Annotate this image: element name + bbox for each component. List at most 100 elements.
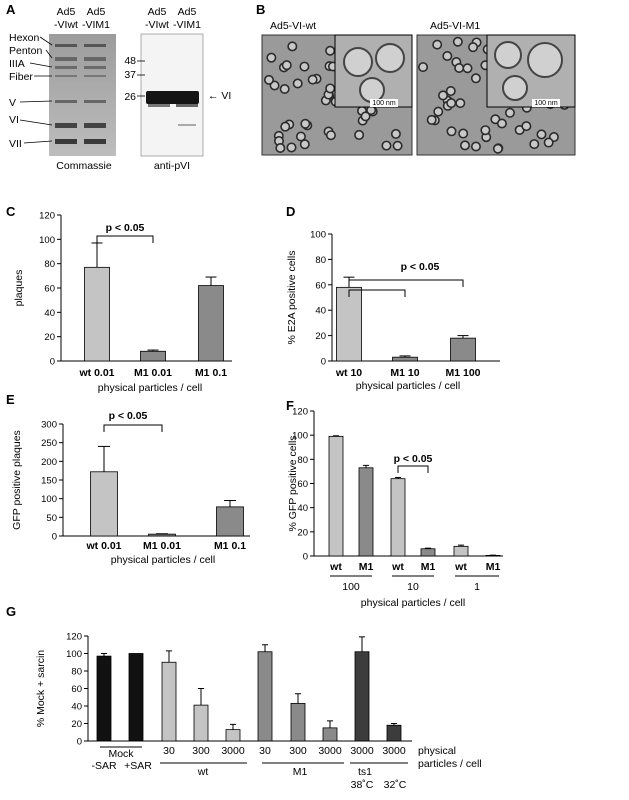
y-tick-label: 0 bbox=[77, 737, 82, 748]
virion-large bbox=[375, 43, 405, 73]
y-tick-label: 60 bbox=[315, 280, 326, 291]
bar bbox=[290, 702, 306, 742]
x-category-label: wt bbox=[391, 561, 404, 573]
group-label-mock: Mock bbox=[108, 748, 134, 760]
virion bbox=[496, 118, 507, 129]
bar bbox=[84, 266, 110, 362]
virion bbox=[360, 111, 371, 122]
x-category-label: M1 100 bbox=[445, 367, 480, 379]
x-category-label: M1 0.01 bbox=[143, 540, 181, 552]
gel-band bbox=[84, 66, 106, 69]
group-label: 100 bbox=[342, 581, 360, 593]
virion bbox=[299, 61, 310, 72]
gel-band bbox=[55, 139, 77, 144]
significance-bracket bbox=[103, 424, 163, 432]
blot-marker-ticks bbox=[137, 60, 145, 97]
gel-band-label-penton: Penton bbox=[9, 45, 42, 57]
virion bbox=[426, 114, 437, 125]
gel-band bbox=[55, 100, 77, 103]
bar bbox=[148, 533, 176, 537]
x-axis-label: physical particles / cell bbox=[111, 554, 215, 566]
x-category-label: 30 bbox=[259, 745, 271, 757]
virion-large bbox=[527, 42, 563, 78]
blot-marker-37: 37 bbox=[124, 69, 136, 81]
x-axis-label: physical particles / cell bbox=[361, 597, 465, 609]
gel-band bbox=[55, 44, 77, 47]
y-tick-label: 100 bbox=[39, 235, 55, 246]
y-tick-label: 20 bbox=[315, 331, 326, 342]
group-label-wt: wt bbox=[197, 766, 209, 778]
blot-marker-26: 26 bbox=[124, 91, 136, 103]
x-category-label: M1 10 bbox=[390, 367, 419, 379]
blot-band-vi bbox=[146, 91, 199, 104]
gel-band-label-hexon: Hexon bbox=[9, 32, 40, 44]
virion bbox=[521, 121, 532, 132]
gel-band bbox=[55, 75, 77, 77]
virion bbox=[307, 74, 318, 85]
bar bbox=[420, 548, 436, 557]
panel-letter: C bbox=[6, 204, 16, 219]
x-axis-label: physical particles / cell bbox=[356, 380, 460, 392]
y-axis-label: % E2A positive cells bbox=[286, 251, 298, 345]
y-tick-label: 100 bbox=[292, 431, 308, 442]
virion bbox=[492, 143, 503, 154]
virion bbox=[325, 130, 336, 141]
virion bbox=[279, 83, 290, 94]
blot-band-minor bbox=[176, 104, 198, 107]
blot-arrow-vi: ← VI bbox=[208, 90, 231, 102]
x-category-label: wt 0.01 bbox=[85, 540, 121, 552]
bar bbox=[128, 653, 144, 742]
x-category-label: wt 0.01 bbox=[78, 367, 114, 379]
bar bbox=[328, 435, 344, 557]
gel-band bbox=[84, 100, 106, 103]
y-tick-label: 40 bbox=[44, 308, 55, 319]
virion bbox=[295, 131, 306, 142]
virion bbox=[286, 142, 297, 153]
x-category-label: M1 0.01 bbox=[134, 367, 172, 379]
gel-band bbox=[84, 57, 106, 61]
x-category-label: 3000 bbox=[221, 745, 245, 757]
gel-band bbox=[84, 44, 106, 47]
y-tick-label: 50 bbox=[46, 513, 57, 524]
y-tick-label: 0 bbox=[303, 552, 308, 563]
bar bbox=[336, 286, 362, 362]
y-tick-label: 40 bbox=[71, 702, 82, 713]
scale-bar-label: 100 nm bbox=[372, 100, 396, 107]
x-category-label: 30 bbox=[163, 745, 175, 757]
group-label: 10 bbox=[407, 581, 419, 593]
blot-lane2-header-line2: -VIM1 bbox=[173, 19, 201, 31]
bar bbox=[453, 545, 469, 557]
gel-lane2-header-line2: -VIM1 bbox=[82, 19, 110, 31]
gel-band-label-vii: VII bbox=[9, 138, 22, 150]
virion bbox=[458, 128, 469, 139]
bar bbox=[225, 729, 241, 742]
y-tick-label: 80 bbox=[71, 667, 82, 678]
y-tick-label: 20 bbox=[297, 527, 308, 538]
gel-band bbox=[84, 123, 106, 128]
x-category-label: M1 bbox=[359, 561, 374, 573]
x-category-label: M1 0.1 bbox=[214, 540, 246, 552]
x-axis-label-line2: particles / cell bbox=[418, 758, 482, 770]
virion bbox=[442, 50, 453, 61]
x-category-label: wt bbox=[454, 561, 467, 573]
y-tick-label: 120 bbox=[39, 211, 55, 222]
virion bbox=[281, 60, 292, 71]
virion bbox=[446, 126, 457, 137]
blot-marker-48: 48 bbox=[124, 55, 136, 67]
em-image-m1: 100 nm bbox=[416, 34, 576, 156]
blot-lane1-header-line2: -VIwt bbox=[145, 19, 169, 31]
virion bbox=[536, 129, 547, 140]
em-image-wt: 100 nm bbox=[261, 34, 413, 156]
y-tick-label: 100 bbox=[41, 494, 57, 505]
y-tick-label: 20 bbox=[44, 332, 55, 343]
y-tick-label: 60 bbox=[297, 479, 308, 490]
virion bbox=[299, 139, 310, 150]
virion bbox=[452, 36, 463, 47]
em-label-wt: Ad5-VI-wt bbox=[270, 20, 316, 32]
virion bbox=[266, 52, 277, 63]
y-tick-label: 80 bbox=[315, 255, 326, 266]
x-category-label: -SAR bbox=[91, 760, 117, 772]
virion bbox=[446, 98, 457, 109]
